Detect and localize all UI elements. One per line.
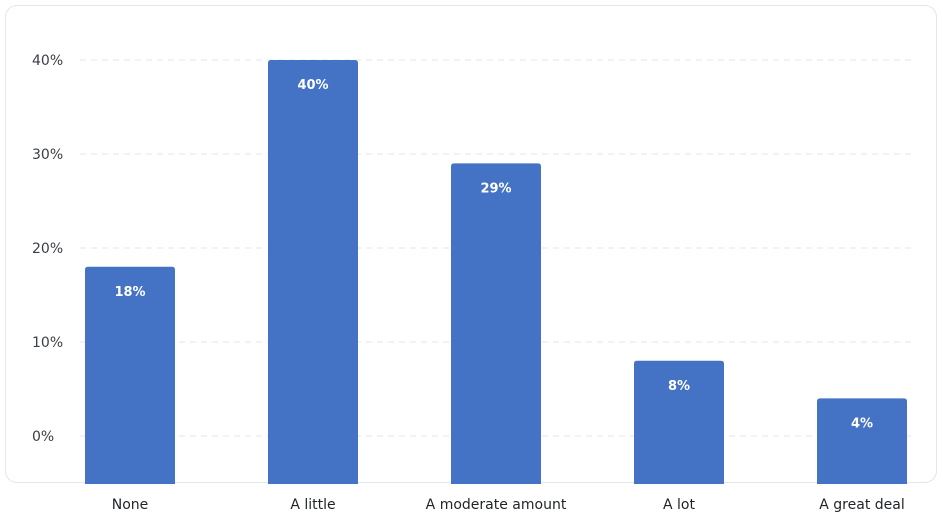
y-tick-label: 0% bbox=[32, 429, 54, 445]
bar-value-label: 4% bbox=[851, 416, 873, 431]
gridlines bbox=[80, 59, 913, 437]
bar-value-label: 18% bbox=[114, 285, 145, 300]
bar-a-moderate-amount[interactable] bbox=[451, 163, 541, 484]
x-category-label: A great deal bbox=[819, 497, 904, 513]
y-tick-label: 30% bbox=[32, 147, 63, 163]
bar-a-great-deal[interactable] bbox=[817, 398, 907, 484]
y-axis-ticks: 0% 10% 20% 30% 40% bbox=[32, 53, 63, 445]
x-category-label: A lot bbox=[663, 497, 695, 513]
bar-value-labels: 18% 40% 29% 8% 4% bbox=[114, 78, 873, 431]
bar-a-little[interactable] bbox=[268, 60, 358, 484]
x-category-label: A little bbox=[290, 497, 335, 513]
bar-a-lot[interactable] bbox=[634, 360, 724, 484]
x-category-label: None bbox=[112, 497, 149, 513]
y-tick-label: 40% bbox=[32, 53, 63, 69]
y-tick-label: 20% bbox=[32, 241, 63, 257]
x-axis-categories: None A little A moderate amount A lot A grea… bbox=[112, 497, 905, 513]
bar-value-label: 29% bbox=[480, 181, 511, 196]
bar-value-label: 40% bbox=[297, 78, 328, 93]
y-tick-label: 10% bbox=[32, 335, 63, 351]
bar-value-label: 8% bbox=[668, 379, 690, 394]
bars bbox=[85, 60, 907, 484]
x-category-label: A moderate amount bbox=[426, 497, 567, 513]
bar-none[interactable] bbox=[85, 266, 175, 484]
